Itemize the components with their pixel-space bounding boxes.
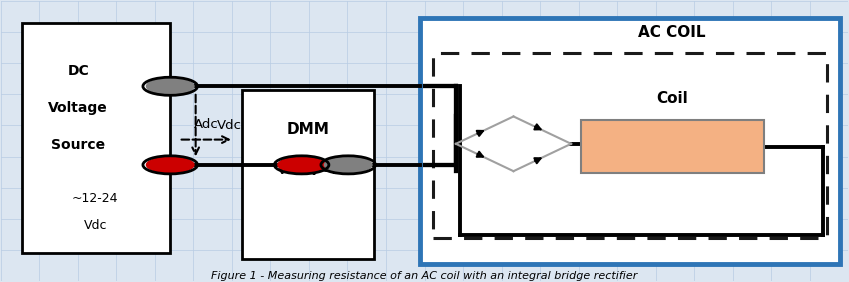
Bar (242, 91, 374, 259)
Text: Adc: Adc (194, 118, 218, 131)
Text: Vdc: Vdc (216, 119, 242, 132)
Text: Source: Source (51, 138, 105, 152)
Bar (420, 17, 840, 265)
Text: Vdc: Vdc (83, 219, 107, 232)
Text: Figure 1 - Measuring resistance of an AC coil with an integral bridge rectifier: Figure 1 - Measuring resistance of an AC… (211, 271, 638, 281)
Text: (Amps): (Amps) (278, 160, 339, 175)
Circle shape (147, 157, 194, 173)
Circle shape (278, 157, 325, 173)
Circle shape (147, 78, 194, 94)
Text: Voltage: Voltage (48, 101, 108, 115)
Text: DC: DC (67, 65, 89, 78)
Text: ~12-24: ~12-24 (72, 191, 119, 204)
Bar (433, 53, 827, 238)
Text: DMM: DMM (286, 122, 329, 137)
Bar (582, 120, 763, 173)
Text: Coil: Coil (656, 91, 689, 106)
Bar (22, 23, 170, 253)
Circle shape (324, 157, 372, 173)
Text: AC COIL: AC COIL (638, 25, 706, 40)
